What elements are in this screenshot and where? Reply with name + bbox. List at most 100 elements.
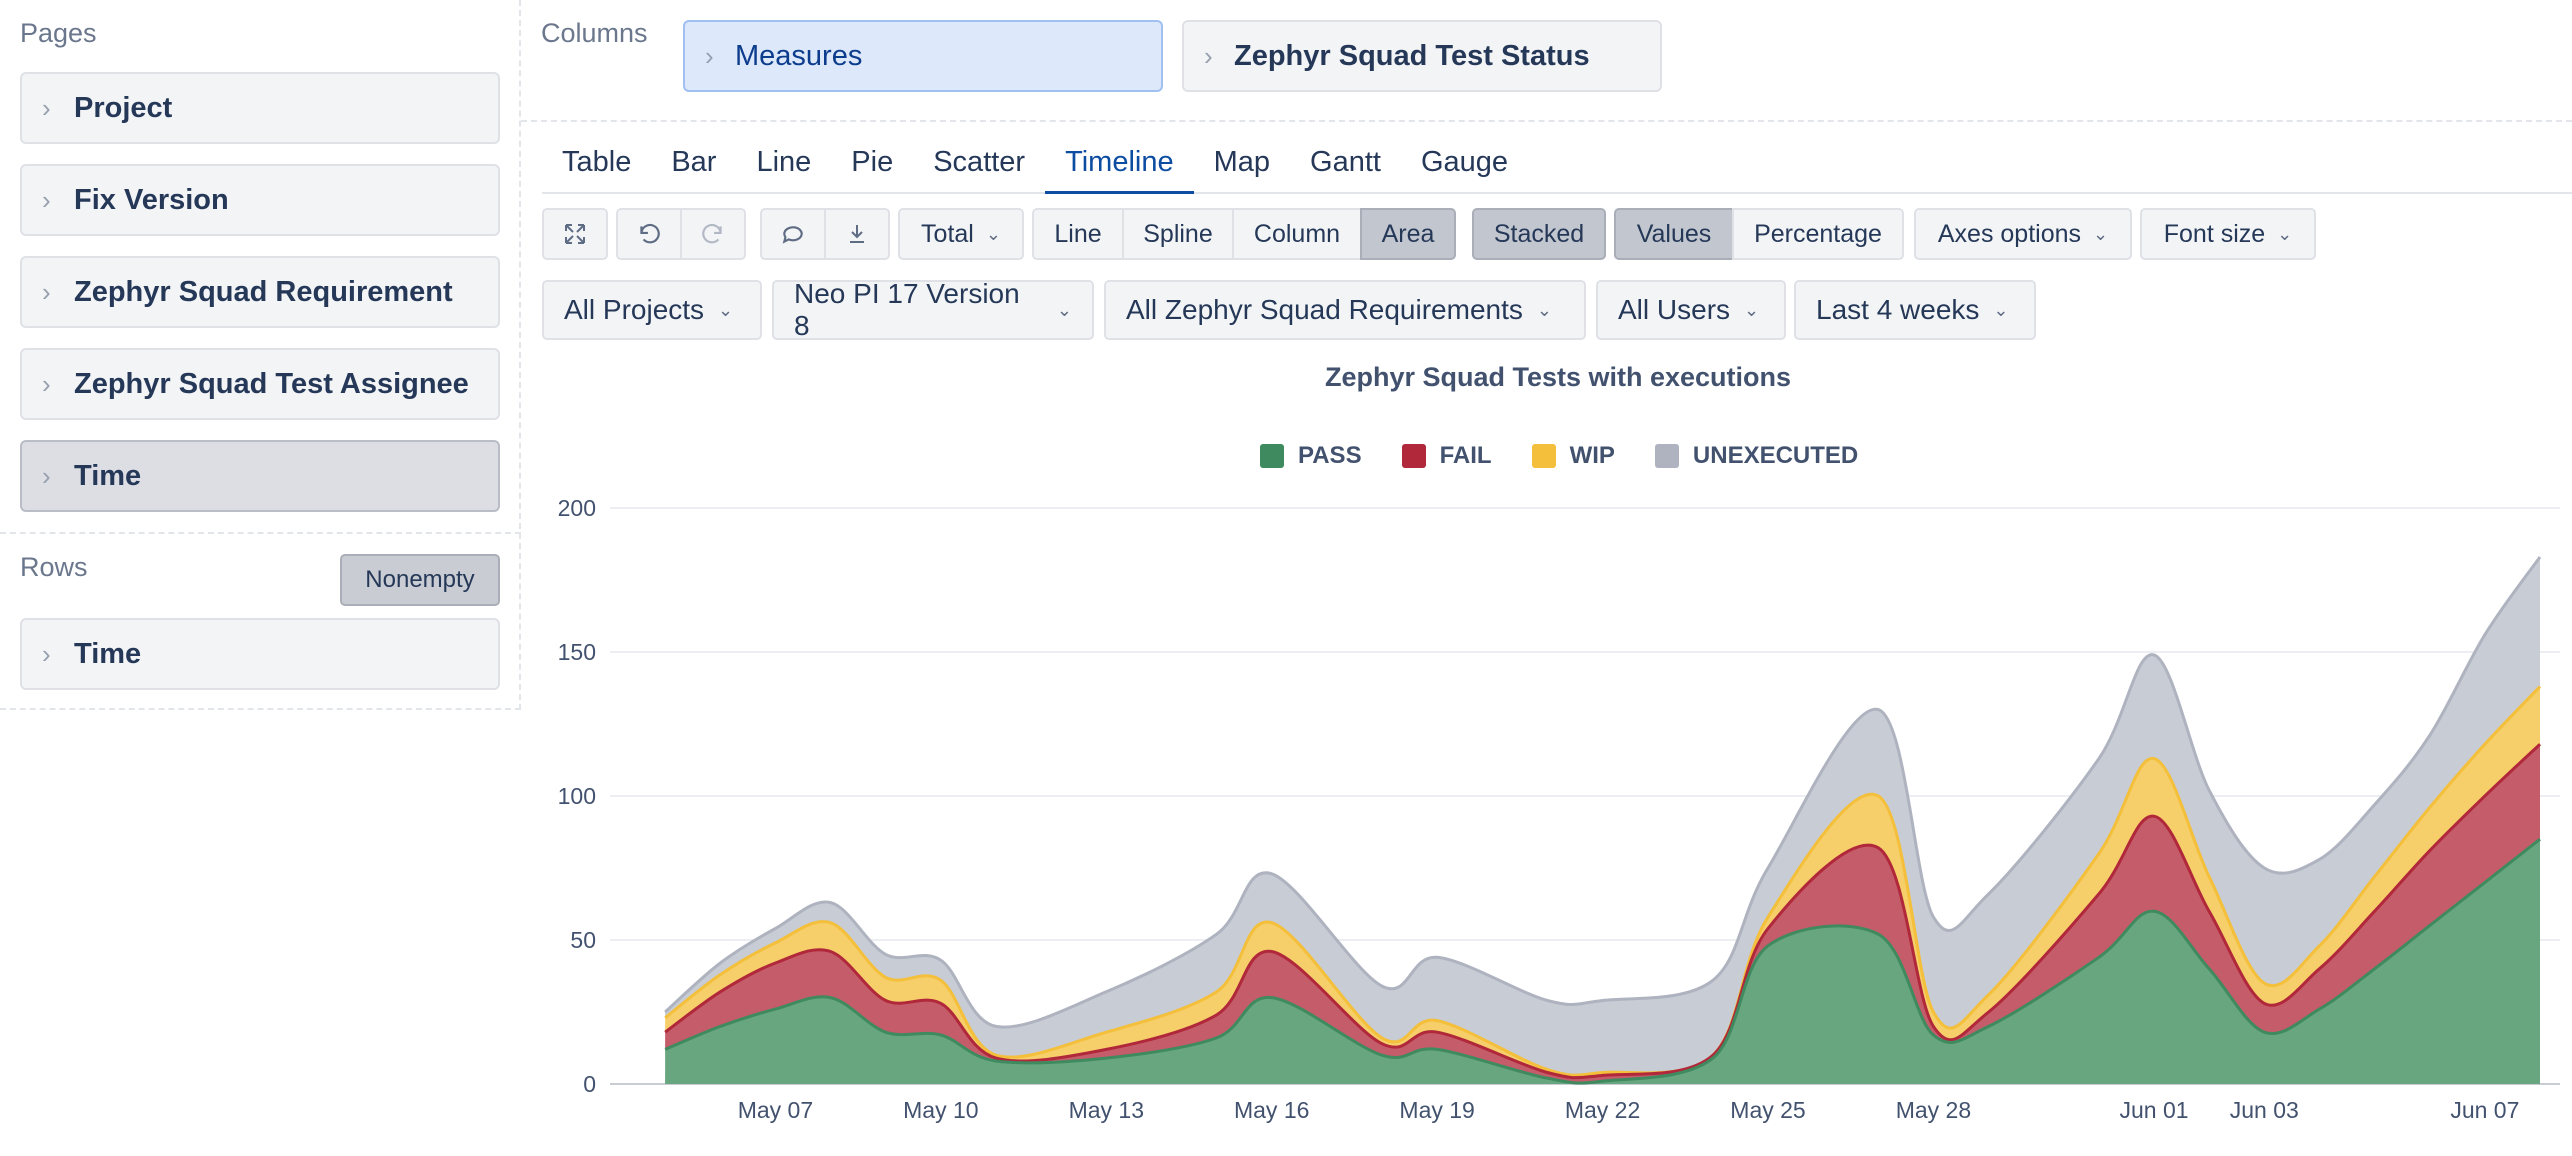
page-dimension-fix-version[interactable]: › Fix Version (20, 164, 500, 236)
x-tick-label: Jun 03 (2230, 1097, 2299, 1123)
chevron-right-icon: › (42, 368, 51, 399)
comment-button[interactable] (760, 208, 826, 260)
undo-button[interactable] (616, 208, 682, 260)
filter-label: All Users (1618, 294, 1731, 325)
column-chip-measures[interactable]: › Measures (683, 20, 1163, 92)
line-mode-button[interactable]: Line (1032, 208, 1124, 260)
axes-options-label: Axes options (1937, 219, 2082, 248)
chart-type-tabs: Table Bar Line Pie Scatter Timeline Map … (542, 138, 2572, 194)
legend-item-fail[interactable]: FAIL (1401, 442, 1492, 470)
chevron-right-icon: › (42, 638, 51, 669)
y-tick-label: 0 (583, 1071, 596, 1097)
tab-map[interactable]: Map (1213, 146, 1271, 178)
column-chip-zephyr-squad-test-status[interactable]: › Zephyr Squad Test Status (1182, 20, 1662, 92)
chevron-down-icon: ⌄ (1744, 299, 1760, 320)
chevron-down-icon: ⌄ (2277, 223, 2293, 244)
fullscreen-button[interactable] (542, 208, 608, 260)
tab-pie[interactable]: Pie (851, 146, 894, 178)
chevron-right-icon: › (42, 460, 51, 491)
tab-bar[interactable]: Bar (671, 146, 717, 178)
column-mode-button[interactable]: Column (1232, 208, 1362, 260)
filter-fix-version[interactable]: Neo PI 17 Version 8 ⌄ (772, 278, 1094, 341)
series-area-pass (665, 839, 2540, 1084)
redo-icon (702, 223, 722, 244)
x-tick-label: Jun 01 (2119, 1097, 2188, 1123)
filter-label: All Projects (564, 294, 705, 325)
tab-scatter[interactable]: Scatter (933, 146, 1026, 178)
percentage-toggle[interactable]: Percentage (1732, 208, 1904, 260)
fullscreen-icon (565, 224, 585, 244)
y-tick-label: 150 (558, 639, 596, 665)
legend-label: PASS (1298, 442, 1362, 469)
sidebar: Pages › Project › Fix Version › Zephyr S… (0, 0, 521, 710)
tab-line[interactable]: Line (756, 146, 812, 178)
x-tick-label: May 28 (1896, 1097, 1971, 1123)
tab-table[interactable]: Table (562, 146, 632, 178)
y-tick-label: 100 (558, 783, 596, 809)
page-dimension-label: Fix Version (74, 183, 229, 216)
spline-mode-button[interactable]: Spline (1122, 208, 1234, 260)
chart-title: Zephyr Squad Tests with executions (1324, 362, 1792, 392)
x-tick-label: May 10 (903, 1097, 978, 1123)
x-tick-label: May 19 (1399, 1097, 1474, 1123)
column-chip-label: Zephyr Squad Test Status (1234, 39, 1590, 72)
font-size-label: Font size (2163, 219, 2266, 248)
page-dimension-label: Time (74, 459, 142, 492)
area-mode-button[interactable]: Area (1360, 208, 1456, 260)
series-line-pass (664, 838, 2541, 1085)
redo-button[interactable] (680, 208, 746, 260)
row-dimension-time[interactable]: › Time (20, 618, 500, 690)
series-area-fail (665, 744, 2540, 1084)
columns-title: Columns (541, 18, 648, 48)
nonempty-button[interactable]: Nonempty (340, 554, 500, 606)
chart-legend: PASS FAIL WIP UNEXECUTED (1260, 442, 1898, 470)
tab-timeline[interactable]: Timeline (1045, 138, 1194, 194)
timeline-area-chart: 0 50 100 150 200 May 07 May 10 May 13 May 16 May … (558, 495, 2560, 1123)
chevron-right-icon: › (1204, 40, 1213, 71)
column-chip-label: Measures (735, 39, 863, 72)
axes-options-dropdown[interactable]: Axes options ⌄ (1914, 208, 2132, 260)
page-dimension-project[interactable]: › Project (20, 72, 500, 144)
page-dimension-zephyr-squad-test-assignee[interactable]: › Zephyr Squad Test Assignee (20, 348, 500, 420)
chevron-right-icon: › (42, 184, 51, 215)
total-dropdown[interactable]: Total ⌄ (898, 208, 1024, 260)
tab-gauge[interactable]: Gauge (1420, 146, 1509, 178)
x-tick-label: May 07 (738, 1097, 813, 1123)
chevron-down-icon: ⌄ (2093, 223, 2109, 244)
chevron-down-icon: ⌄ (1056, 299, 1072, 320)
font-size-dropdown[interactable]: Font size ⌄ (2140, 208, 2316, 260)
series-line-fail (664, 743, 2542, 1080)
filter-zephyr-squad-requirements[interactable]: All Zephyr Squad Requirements ⌄ (1104, 280, 1586, 340)
export-button[interactable] (824, 208, 890, 260)
legend-swatch (1401, 444, 1426, 468)
filter-label: Last 4 weeks (1816, 294, 1980, 325)
tab-gantt[interactable]: Gantt (1310, 146, 1381, 178)
x-tick-label: May 16 (1234, 1097, 1309, 1123)
legend-swatch (1654, 444, 1679, 468)
filter-time-range[interactable]: Last 4 weeks ⌄ (1794, 280, 2036, 340)
page-dimension-time[interactable]: › Time (20, 440, 500, 512)
legend-label: UNEXECUTED (1692, 442, 1859, 469)
legend-item-unexecuted[interactable]: UNEXECUTED (1654, 442, 1859, 470)
filter-users[interactable]: All Users ⌄ (1596, 280, 1786, 340)
pages-title: Pages (20, 18, 97, 48)
page-dimension-label: Project (74, 91, 173, 124)
page-dimension-zephyr-squad-requirement[interactable]: › Zephyr Squad Requirement (20, 256, 500, 328)
chevron-right-icon: › (42, 276, 51, 307)
legend-item-pass[interactable]: PASS (1260, 442, 1362, 470)
total-dropdown-label: Total (921, 219, 974, 248)
page-dimension-label: Zephyr Squad Test Assignee (74, 367, 469, 400)
page-dimension-label: Zephyr Squad Requirement (74, 275, 453, 308)
filter-projects[interactable]: All Projects ⌄ (542, 280, 762, 340)
columns-area: Columns › Measures › Zephyr Squad Test S… (521, 0, 2572, 122)
values-toggle[interactable]: Values (1614, 208, 1734, 260)
stacked-toggle[interactable]: Stacked (1472, 208, 1606, 260)
legend-item-wip[interactable]: WIP (1531, 442, 1615, 470)
filter-label: All Zephyr Squad Requirements (1126, 294, 1523, 325)
chevron-right-icon: › (42, 92, 51, 123)
chevron-right-icon: › (705, 40, 714, 71)
filter-label: Neo PI 17 Version 8 (794, 278, 1020, 341)
chevron-down-icon: ⌄ (718, 299, 734, 320)
comment-icon (782, 226, 803, 244)
export-icon (850, 225, 864, 243)
